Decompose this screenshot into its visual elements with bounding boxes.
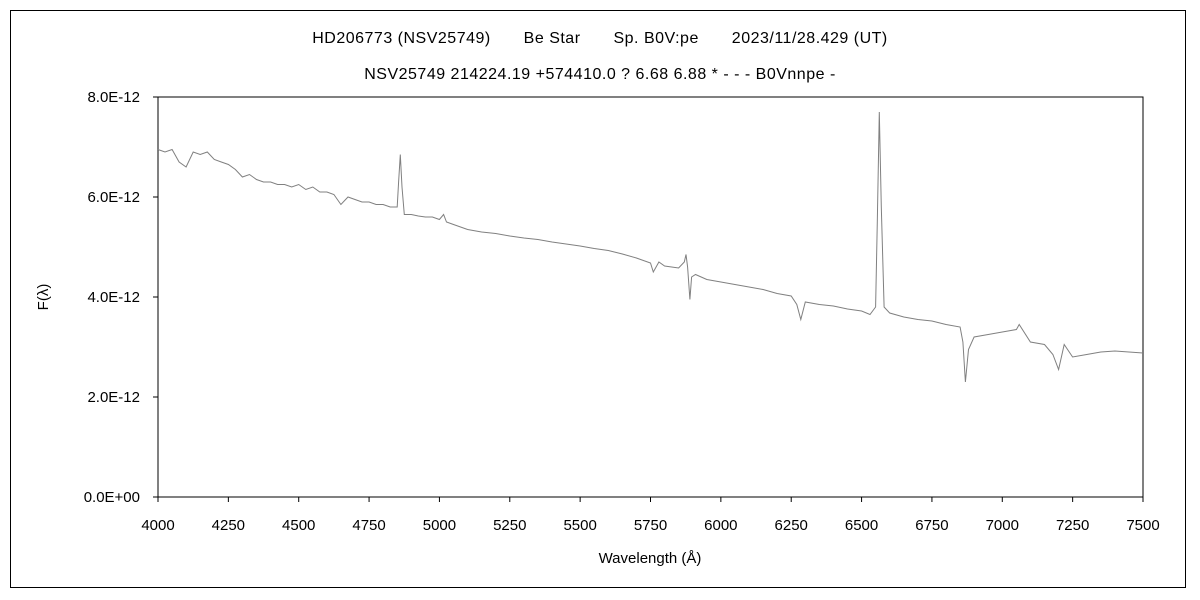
x-tick-label: 6000 [704,517,737,534]
x-tick-label: 7000 [986,517,1019,534]
x-tick-label: 4500 [282,517,315,534]
chart-title: HD206773 (NSV25749) Be Star Sp. B0V:pe 2… [0,30,1200,48]
x-tick-label: 5000 [423,517,456,534]
chart-subtitle: NSV25749 214224.19 +574410.0 ? 6.68 6.88… [364,66,836,83]
y-axis-label: F(λ) [35,284,52,311]
spectrum-line [157,111,1144,383]
y-tick-label: 6.0E-12 [87,189,140,206]
x-tick-label: 7500 [1126,517,1159,534]
y-tick-label: 8.0E-12 [87,89,140,106]
title-spectral-type: Sp. B0V:pe [613,30,699,47]
y-tick-label: 2.0E-12 [87,389,140,406]
x-tick-label: 4250 [212,517,245,534]
chart-frame [10,10,1186,588]
x-tick-label: 5750 [634,517,667,534]
x-tick-label: 6750 [915,517,948,534]
title-date: 2023/11/28.429 (UT) [731,30,888,47]
x-tick-label: 7250 [1056,517,1089,534]
x-tick-label: 6500 [845,517,878,534]
x-tick-label: 6250 [775,517,808,534]
y-tick-label: 4.0E-12 [87,289,140,306]
x-axis: 4000 4250 4500 4750 5000 5250 5500 5750 6000 6250… [141,497,1160,534]
title-object: HD206773 (NSV25749) [312,30,491,47]
x-tick-label: 4750 [352,517,385,534]
x-tick-label: 5500 [563,517,596,534]
y-tick-label: 0.0E+00 [84,489,140,506]
x-tick-label: 5250 [493,517,526,534]
y-axis: 0.0E+00 2.0E-12 4.0E-12 6.0E-12 8.0E-12 [84,89,158,506]
x-tick-label: 4000 [141,517,174,534]
title-type: Be Star [523,30,581,47]
x-axis-label: Wavelength (Å) [599,550,702,567]
plot-area [157,96,1144,498]
